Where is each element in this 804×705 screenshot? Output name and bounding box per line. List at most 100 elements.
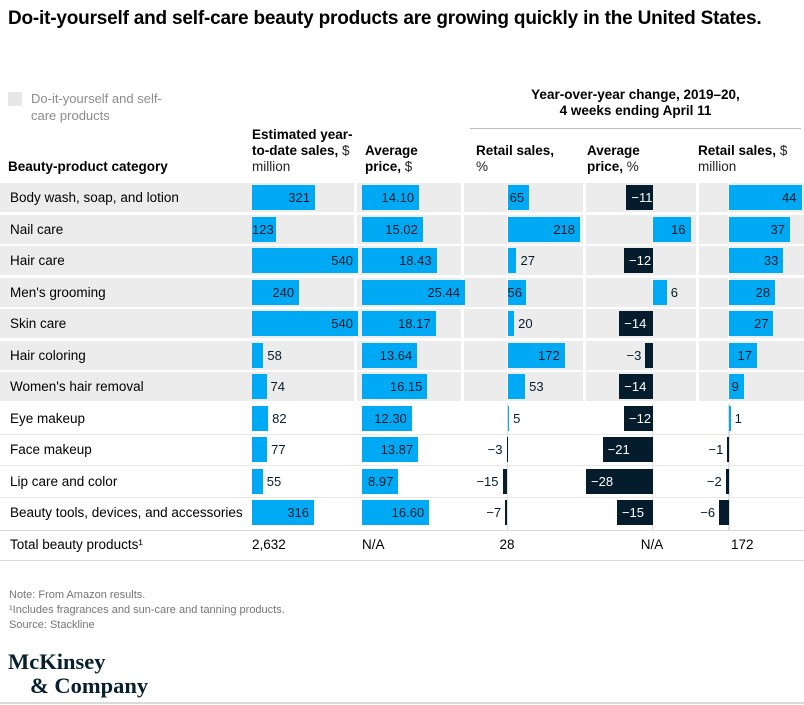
negative-bar [645,342,653,368]
bar-value-label: 53 [529,379,544,394]
bar-value-label: 16.60 [391,505,425,520]
table-row: Skin care 540 18.17 20 −14 27 [0,309,804,341]
negative-bar [624,405,653,431]
footnote-1: ¹Includes fragrances and sun-care and ta… [9,604,285,616]
bar-value-label: 20 [518,316,533,331]
positive-bar [729,216,790,242]
column-gap [696,372,699,401]
positive-bar [252,342,264,368]
column-gap [696,309,699,338]
column-gap [354,340,357,370]
total-retail-sales-pct: 28 [499,536,515,552]
zero-axis-line [728,498,730,530]
bar-value-label: 18.17 [398,316,431,331]
column-gap [461,183,464,212]
table-rows: Body wash, soap, and lotion 321 14.10 65 −11… [0,183,804,530]
positive-bar [252,468,263,494]
negative-bar [725,468,729,494]
positive-bar [507,342,565,368]
column-header-retail-sales-musd: Retail sales, $ million [698,143,788,174]
bar-value-label: 77 [271,442,286,457]
column-gap [461,340,464,370]
bar-value-label: −11 [631,190,653,205]
bar-value-label: 18.43 [399,253,432,268]
bar-value-label: 1 [734,410,742,426]
zero-axis-line [651,466,654,498]
bar-value-label: 240 [272,284,295,300]
bar-value-label: 16.15 [389,379,423,394]
column-gap [461,309,464,338]
column-gap [582,340,586,370]
zero-axis-line [506,466,509,498]
negative-bar [719,500,729,525]
negative-bar [619,374,653,399]
bar-value-label: 172 [538,347,560,363]
bar-value-label: −3 [626,347,642,363]
zero-axis-line [651,435,654,467]
table-row: Beauty tools, devices, and accessories 31… [0,498,804,530]
zero-axis-line [651,498,654,530]
positive-bar [362,279,465,305]
bar-value-label: 13.87 [380,442,414,457]
column-gap [582,372,586,401]
bar-value-label: 15.02 [385,221,418,237]
positive-bar [507,374,526,399]
positive-bar [507,405,510,431]
bar-value-label: 9 [731,379,739,394]
category-label: Hair care [10,253,65,268]
positive-bar [362,468,399,494]
column-gap [696,340,699,370]
positive-bar [252,405,269,431]
column-gap [461,372,464,401]
positive-bar [729,342,758,368]
logo-line2: & Company [30,673,149,698]
footnote-note: Note: From Amazon results. [9,589,146,601]
mckinsey-logo: McKinsey & Company [8,650,148,698]
negative-bar [586,468,653,494]
positive-bar [507,248,517,273]
column-header-ytd-sales: Estimated year-to-date sales, $ million [252,127,353,174]
bar-value-label: 82 [272,410,287,426]
positive-bar [362,374,428,399]
column-gap [582,214,586,244]
positive-bar [729,279,776,305]
bar-value-label: 65 [509,190,525,205]
positive-bar [507,216,580,242]
table-row: Men's grooming 240 25.44 56 6 28 [0,277,804,309]
yoy-change-header-line2: 4 weeks ending April 11 [559,103,712,118]
column-gap [696,277,699,307]
positive-bar [507,279,527,305]
column-gap [354,214,357,244]
category-label: Skin care [10,316,67,331]
bar-value-label: 316 [287,505,310,520]
bar-value-label: 25.44 [427,284,460,300]
bar-value-label: −6 [700,505,716,520]
bar-value-label: 27 [520,253,535,268]
positive-bar [252,216,277,242]
table-row: Nail care 123 15.02 218 16 37 [0,214,804,246]
zero-axis-line [651,403,654,435]
positive-bar [252,279,300,305]
zero-axis-line [651,372,654,404]
positive-bar [362,437,419,462]
category-label: Lip care and color [10,473,118,489]
column-header-retail-sales-pct: Retail sales, % [476,143,555,174]
category-label: Women's hair removal [10,379,144,394]
yoy-change-header-line1: Year-over-year change, 2019–20, [531,87,740,102]
footnotes: Note: From Amazon results. ¹Includes fra… [9,588,285,633]
table-row: Women's hair removal 74 16.15 53 −14 9 [0,372,804,404]
legend-swatch-icon [8,92,22,106]
column-gap [354,372,357,401]
bar-value-label: 321 [288,190,310,205]
positive-bar [362,311,436,336]
positive-bar [362,216,423,242]
bar-value-label: −12 [629,410,652,426]
bar-value-label: 16 [671,221,686,237]
legend-label: Do-it-yourself and self-care products [31,91,162,123]
bar-value-label: 123 [252,221,274,237]
column-gap [696,183,699,212]
column-gap [582,277,586,307]
table-row: Hair care 540 18.43 27 −12 33 [0,246,804,278]
table-row: Body wash, soap, and lotion 321 14.10 65 −11… [0,183,804,215]
